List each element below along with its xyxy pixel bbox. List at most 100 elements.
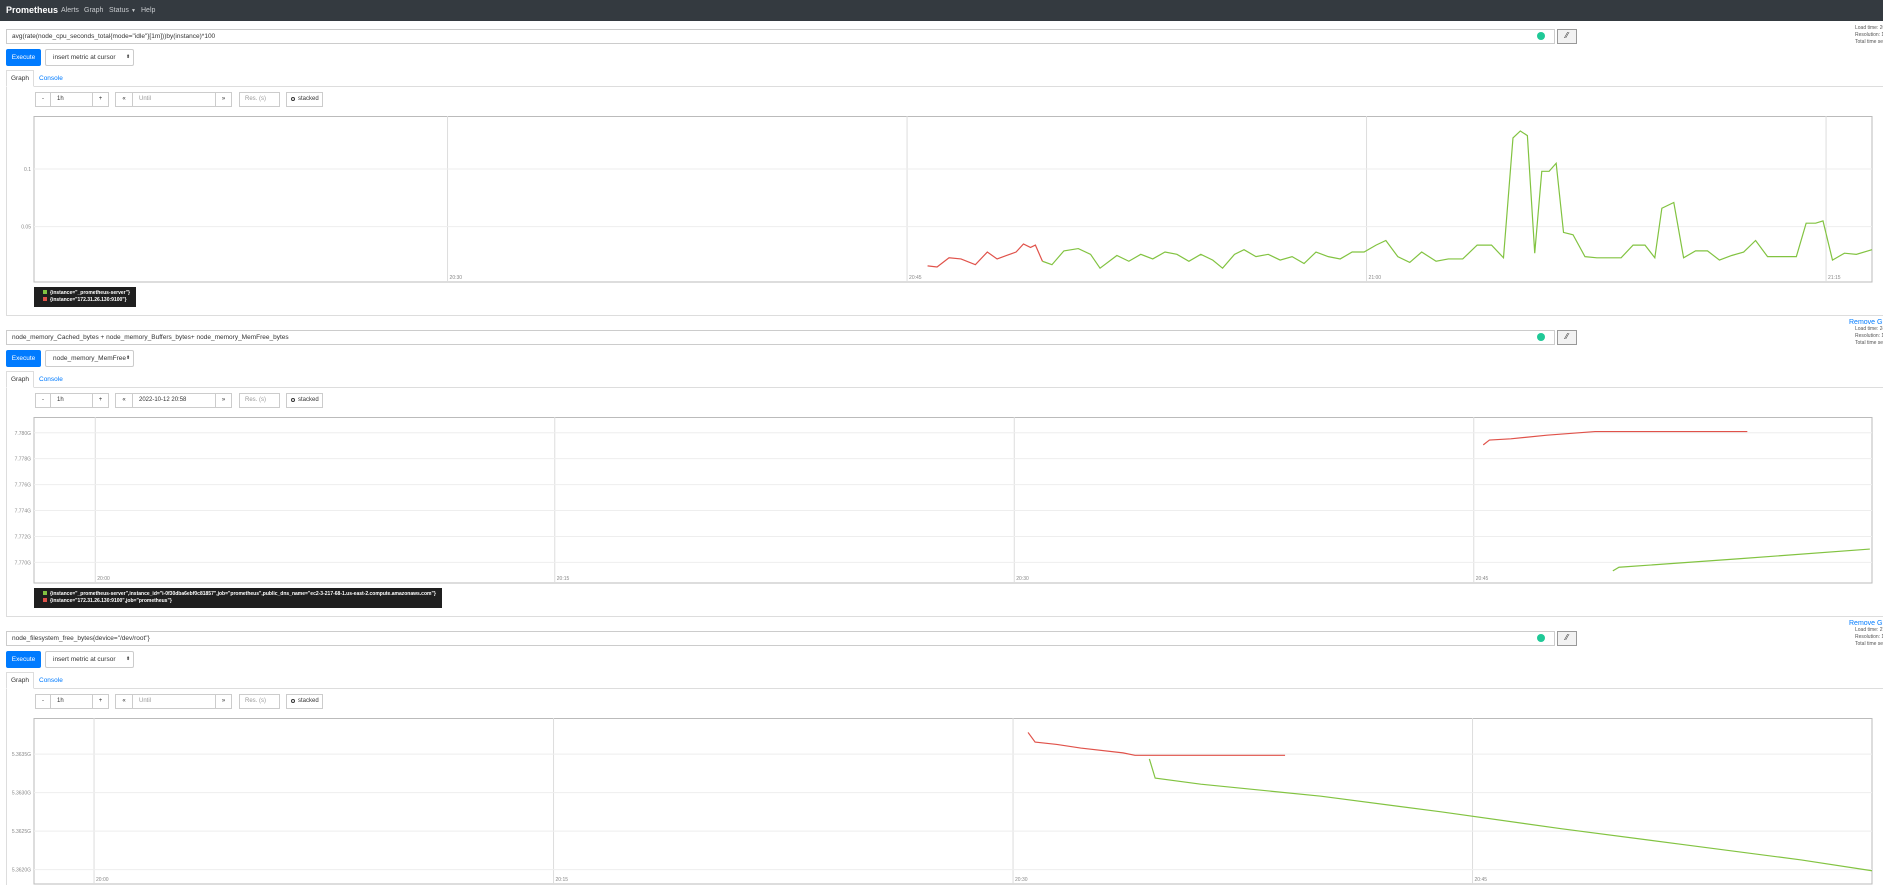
metric-select[interactable]: insert metric at cursor (45, 651, 134, 668)
series-line (927, 243, 1043, 268)
execute-button[interactable]: Execute (6, 350, 41, 367)
legend-swatch (43, 290, 47, 294)
remove-graph-link[interactable]: Remove Graph (1849, 319, 1883, 326)
resolution-input[interactable]: Res. (s) (239, 694, 280, 709)
metrics-explorer-button[interactable]: ⁄⁄ (1557, 330, 1577, 345)
range-input[interactable]: 1h (50, 92, 93, 107)
legend-label: {instance="172.31.26.130:9100"} (50, 297, 127, 303)
nav-link[interactable]: Alerts (61, 7, 79, 14)
stacked-toggle-box[interactable] (286, 92, 323, 107)
range-increase[interactable]: + (92, 92, 109, 107)
expression-input[interactable]: node_filesystem_free_bytes{device="/dev/… (6, 631, 1555, 646)
end-earlier[interactable]: « (115, 92, 133, 107)
status-icon (1537, 32, 1545, 40)
tab[interactable]: Console (39, 677, 63, 684)
legend-label: {instance="_prometheus-server"} (50, 290, 130, 296)
nav-link[interactable]: Graph (84, 7, 104, 14)
tab[interactable]: Console (39, 75, 63, 82)
legend-item[interactable]: {instance="172.31.26.130:9100"} (38, 297, 130, 304)
remove-graph-link[interactable]: Remove Graph (1849, 620, 1883, 627)
execute-button[interactable]: Execute (6, 49, 41, 66)
legend-item[interactable]: {instance="172.31.26.130:9100",job="prom… (38, 598, 436, 605)
legend-item[interactable]: {instance="_prometheus-server"} (38, 290, 130, 297)
range-increase[interactable]: + (92, 694, 109, 709)
end-time-input[interactable]: 2022-10-12 20:58 (132, 393, 216, 408)
y-tick-label: 5.3625G (12, 829, 31, 835)
tab[interactable]: Console (39, 376, 63, 383)
stacked-label[interactable]: stacked (298, 698, 319, 704)
expression-input[interactable]: avg(rate(node_cpu_seconds_total{mode="id… (6, 29, 1555, 44)
dropdown-caret: ▼ (131, 8, 136, 14)
metrics-explorer-button[interactable]: ⁄⁄ (1557, 631, 1577, 646)
series-line (1027, 732, 1286, 756)
select-caret: ⬍ (126, 656, 131, 662)
range-increase[interactable]: + (92, 393, 109, 408)
range-input[interactable]: 1h (50, 694, 93, 709)
range-input[interactable]: 1h (50, 393, 93, 408)
y-tick-label: 5.3635G (12, 752, 31, 758)
stat-line: Load time: 27ms (1855, 627, 1883, 633)
graph: 20:00 20:15 20:30 20:45 5.3620G 5.3625G 5.3630… (12, 718, 1873, 885)
range-decrease[interactable]: - (35, 393, 51, 408)
nav-link[interactable]: Status (109, 7, 129, 14)
legend: {instance="_prometheus-server",instance_… (34, 588, 442, 608)
stacked-toggle-box[interactable] (286, 694, 323, 709)
brand[interactable]: Prometheus (6, 5, 59, 15)
tab-active[interactable]: Graph (6, 70, 34, 87)
y-tick-label: 7.778G (15, 457, 32, 463)
plot-area (33, 718, 1873, 885)
execute-button[interactable]: Execute (6, 651, 41, 668)
series-line (1148, 758, 1873, 872)
range-decrease[interactable]: - (35, 694, 51, 709)
nav-link[interactable]: Help (141, 7, 156, 14)
end-later[interactable]: » (215, 694, 232, 709)
tab-active[interactable]: Graph (6, 371, 34, 388)
stacked-icon (291, 398, 295, 402)
series-line (1042, 130, 1873, 270)
plot-area (33, 417, 1873, 584)
stacked-label[interactable]: stacked (298, 397, 319, 403)
tab-content-border (6, 86, 1883, 316)
x-tick-label: 20:45 (1475, 877, 1488, 883)
legend-item[interactable]: {instance="_prometheus-server",instance_… (38, 591, 436, 598)
stacked-icon (291, 97, 295, 101)
select-caret: ⬍ (126, 54, 131, 60)
select-caret: ⬍ (126, 355, 131, 361)
y-tick-label: 7.770G (15, 560, 32, 566)
y-tick-label: 7.780G (15, 431, 32, 437)
navbar: Prometheus Alerts Graph Status ▼ Help (0, 0, 1883, 21)
metric-select[interactable]: node_memory_MemFree (45, 350, 134, 367)
end-later[interactable]: » (215, 393, 232, 408)
expression-input[interactable]: node_memory_Cached_bytes + node_memory_B… (6, 330, 1555, 345)
range-decrease[interactable]: - (35, 92, 51, 107)
tab-active[interactable]: Graph (6, 672, 34, 689)
x-tick-label: 20:45 (1476, 576, 1489, 582)
stat-line: Total time series: 2 (1855, 641, 1883, 647)
end-later[interactable]: » (215, 92, 232, 107)
end-time-input[interactable]: Until (132, 92, 216, 107)
legend-swatch (43, 297, 47, 301)
resolution-input[interactable]: Res. (s) (239, 92, 280, 107)
status-icon (1537, 634, 1545, 642)
y-tick-label: 5.3630G (12, 791, 31, 797)
y-tick-label: 5.3620G (12, 868, 31, 874)
end-earlier[interactable]: « (115, 393, 133, 408)
stacked-toggle-box[interactable] (286, 393, 323, 408)
stacked-label[interactable]: stacked (298, 96, 319, 102)
y-tick-label: 0.05 (21, 225, 31, 231)
legend-label: {instance="_prometheus-server",instance_… (50, 591, 436, 597)
x-tick-label: 20:45 (909, 275, 922, 281)
graph-panel: avg(rate(node_cpu_seconds_total{mode="id… (0, 25, 1883, 317)
end-earlier[interactable]: « (115, 694, 133, 709)
y-tick-label: 7.772G (15, 534, 32, 540)
resolution-input[interactable]: Res. (s) (239, 393, 280, 408)
metrics-explorer-button[interactable]: ⁄⁄ (1557, 29, 1577, 44)
stat-line: Load time: 26ms (1855, 25, 1883, 31)
series-line (1612, 548, 1870, 572)
stat-line: Resolution: 14s (1855, 32, 1883, 38)
x-tick-label: 21:15 (1828, 275, 1841, 281)
end-time-input[interactable]: Until (132, 694, 216, 709)
x-tick-label: 20:30 (1016, 576, 1029, 582)
y-tick-label: 7.776G (15, 483, 32, 489)
metric-select[interactable]: insert metric at cursor (45, 49, 134, 66)
